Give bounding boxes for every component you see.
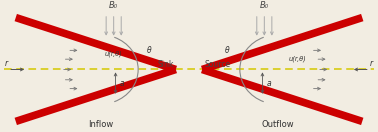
- Text: a: a: [119, 79, 124, 88]
- Text: Outflow: Outflow: [261, 120, 294, 129]
- Text: θ: θ: [147, 46, 152, 55]
- Text: Sink: Sink: [158, 60, 174, 69]
- Text: u(r,θ): u(r,θ): [289, 56, 307, 62]
- Text: r: r: [370, 59, 373, 68]
- Text: a: a: [266, 79, 271, 88]
- Text: B₀: B₀: [109, 1, 118, 10]
- Text: u(r,θ): u(r,θ): [104, 51, 122, 57]
- Text: θ: θ: [225, 46, 229, 55]
- Text: r: r: [5, 59, 8, 68]
- Text: Source: Source: [204, 60, 230, 69]
- Text: B₀: B₀: [260, 1, 269, 10]
- Text: Inflow: Inflow: [88, 120, 113, 129]
